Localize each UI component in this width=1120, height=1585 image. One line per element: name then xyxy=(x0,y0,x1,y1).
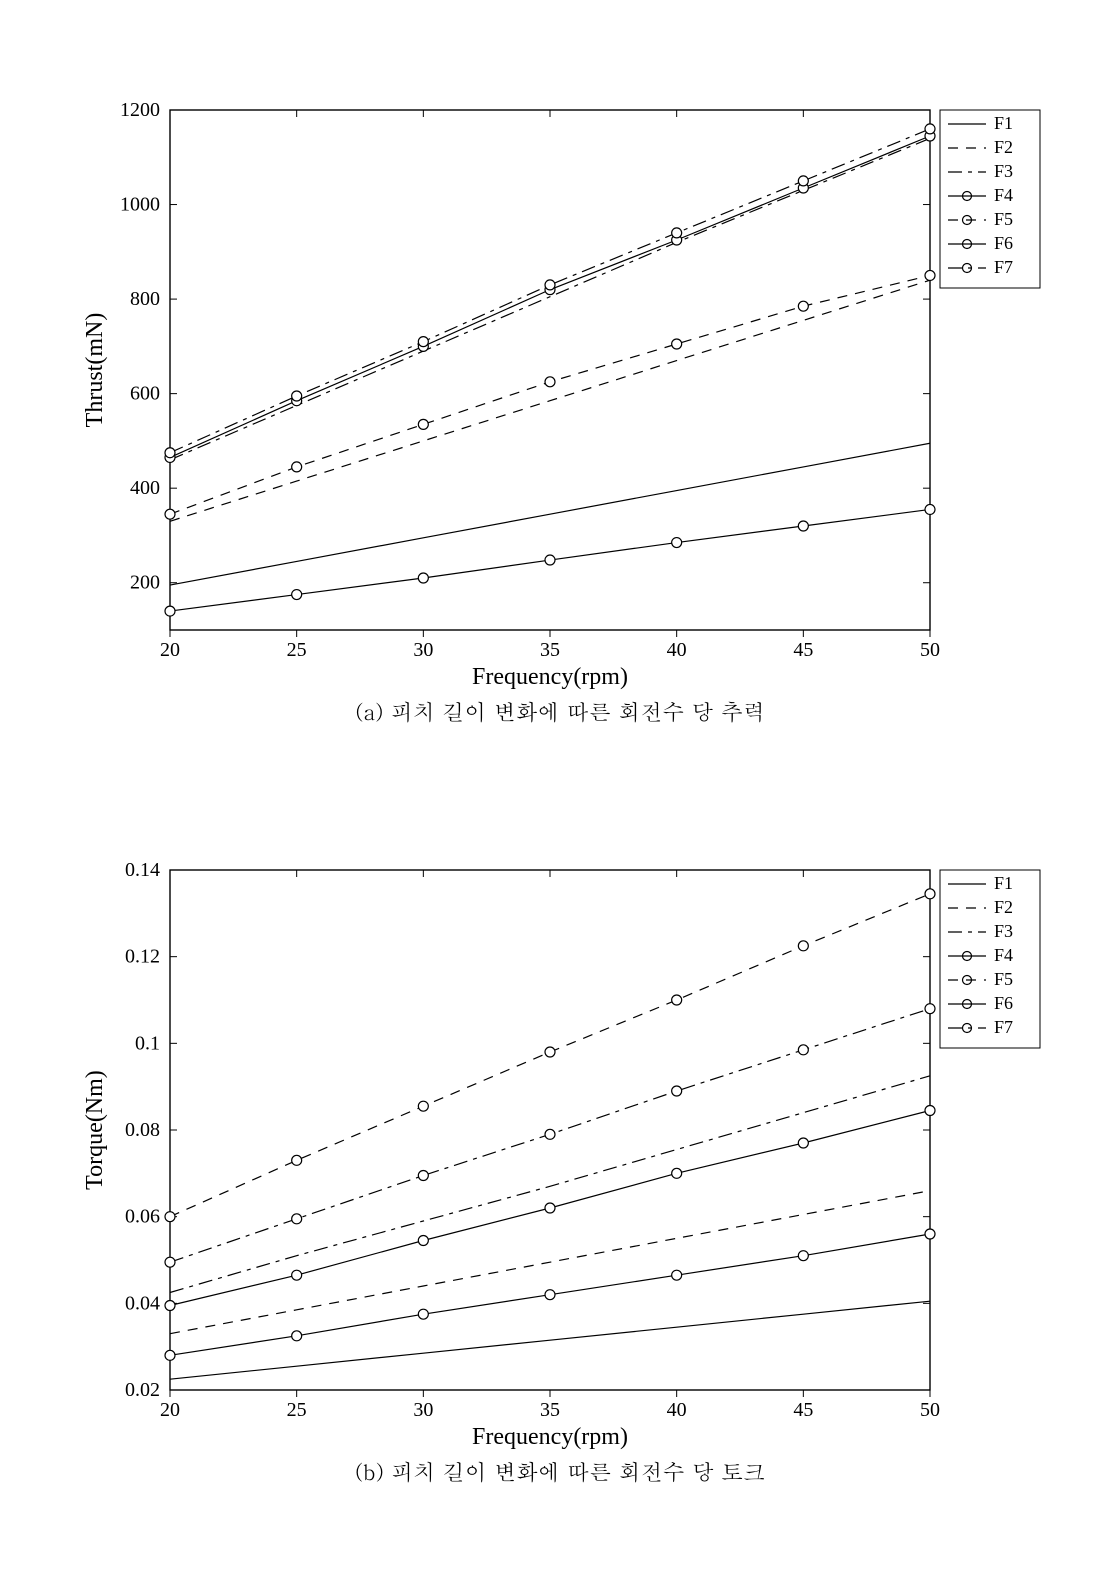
svg-text:0.06: 0.06 xyxy=(125,1206,160,1228)
svg-text:1000: 1000 xyxy=(120,194,160,216)
svg-text:F7: F7 xyxy=(994,257,1013,277)
svg-text:0.1: 0.1 xyxy=(135,1032,160,1054)
svg-text:50: 50 xyxy=(920,639,940,661)
svg-text:F6: F6 xyxy=(994,233,1013,253)
svg-text:F1: F1 xyxy=(994,873,1013,893)
chart-a-svg: 20 25 30 35 40 45 50 200 400 600 800 1000 1200 Freque… xyxy=(60,100,1060,690)
svg-text:F6: F6 xyxy=(994,993,1013,1013)
svg-text:1200: 1200 xyxy=(120,100,160,121)
svg-text:Frequency(rpm): Frequency(rpm) xyxy=(472,664,628,690)
svg-text:30: 30 xyxy=(413,639,433,661)
svg-text:F5: F5 xyxy=(994,209,1013,229)
svg-text:Torque(Nm): Torque(Nm) xyxy=(82,1070,108,1190)
svg-text:F4: F4 xyxy=(994,945,1013,965)
svg-text:F7: F7 xyxy=(994,1017,1013,1037)
svg-text:F5: F5 xyxy=(994,969,1013,989)
chart-b-svg: 20 25 30 35 40 45 50 0.02 0.04 0.06 0.08 0.1 0.12 0.1… xyxy=(60,860,1060,1450)
svg-text:200: 200 xyxy=(130,572,160,594)
svg-text:800: 800 xyxy=(130,288,160,310)
svg-text:400: 400 xyxy=(130,477,160,499)
svg-text:F3: F3 xyxy=(994,161,1013,181)
svg-text:35: 35 xyxy=(540,639,560,661)
svg-text:F2: F2 xyxy=(994,137,1013,157)
chart-a-block: 20 25 30 35 40 45 50 200 400 600 800 1000 1200 Freque… xyxy=(60,100,1060,727)
svg-text:40: 40 xyxy=(667,639,687,661)
svg-text:20: 20 xyxy=(160,639,180,661)
chart-a-caption: (a) 피치 길이 변화에 따른 회전수 당 추력 xyxy=(60,696,1060,727)
svg-text:20: 20 xyxy=(160,1399,180,1421)
svg-text:50: 50 xyxy=(920,1399,940,1421)
svg-text:0.08: 0.08 xyxy=(125,1119,160,1141)
svg-text:25: 25 xyxy=(287,639,307,661)
svg-text:Thrust(mN): Thrust(mN) xyxy=(82,313,108,428)
svg-text:45: 45 xyxy=(793,639,813,661)
svg-text:0.04: 0.04 xyxy=(125,1292,160,1314)
svg-text:0.12: 0.12 xyxy=(125,946,160,968)
chart-b-caption: (b) 피치 길이 변화에 따른 회전수 당 토크 xyxy=(60,1456,1060,1487)
svg-text:30: 30 xyxy=(413,1399,433,1421)
svg-text:F1: F1 xyxy=(994,113,1013,133)
svg-text:0.14: 0.14 xyxy=(125,860,160,881)
chart-b-block: 20 25 30 35 40 45 50 0.02 0.04 0.06 0.08 0.1 0.12 0.1… xyxy=(60,860,1060,1487)
svg-text:Frequency(rpm): Frequency(rpm) xyxy=(472,1424,628,1450)
svg-text:F4: F4 xyxy=(994,185,1013,205)
svg-text:35: 35 xyxy=(540,1399,560,1421)
svg-text:0.02: 0.02 xyxy=(125,1379,160,1401)
page: 20 25 30 35 40 45 50 200 400 600 800 1000 1200 Freque… xyxy=(0,0,1120,1585)
svg-text:F2: F2 xyxy=(994,897,1013,917)
svg-text:F3: F3 xyxy=(994,921,1013,941)
svg-text:600: 600 xyxy=(130,383,160,405)
svg-text:40: 40 xyxy=(667,1399,687,1421)
svg-text:25: 25 xyxy=(287,1399,307,1421)
svg-text:45: 45 xyxy=(793,1399,813,1421)
